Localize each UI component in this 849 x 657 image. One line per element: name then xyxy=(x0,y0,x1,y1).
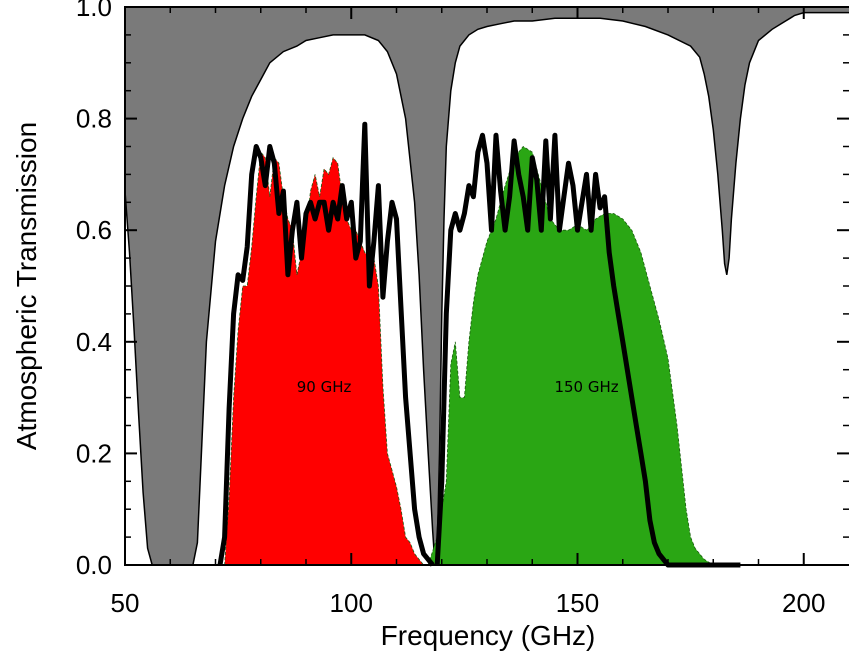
x-tick-label: 200 xyxy=(782,588,825,618)
chart-marks xyxy=(124,7,849,568)
plot-frame xyxy=(124,6,849,566)
band-annotations: 90 GHz 150 GHz xyxy=(297,378,619,396)
axis-labels: 50 100 150 200 0.0 0.2 0.4 0.6 0.8 1.0 xyxy=(76,0,826,618)
x-tick-label: 100 xyxy=(330,588,373,618)
x-tick-label: 150 xyxy=(556,588,599,618)
band-90-outline xyxy=(217,121,435,567)
y-tick-label: 0.0 xyxy=(76,550,112,580)
x-axis-title: Frequency (GHz) xyxy=(381,620,596,651)
y-tick-label: 1.0 xyxy=(76,0,112,22)
y-tick-label: 0.4 xyxy=(76,327,112,357)
y-tick-label: 0.8 xyxy=(76,104,112,134)
band-150-fill xyxy=(427,145,715,566)
band-90-label: 90 GHz xyxy=(297,378,352,396)
band-90-fill xyxy=(224,151,424,566)
atmosphere-transmission-line xyxy=(124,11,849,566)
atmosphere-absorption-fill xyxy=(125,7,849,565)
x-tick-label: 50 xyxy=(111,588,140,618)
y-tick-label: 0.2 xyxy=(76,438,112,468)
y-axis-title: Atmospheric Transmission xyxy=(11,122,42,450)
band-150-label: 150 GHz xyxy=(554,378,618,396)
y-tick-label: 0.6 xyxy=(76,215,112,245)
